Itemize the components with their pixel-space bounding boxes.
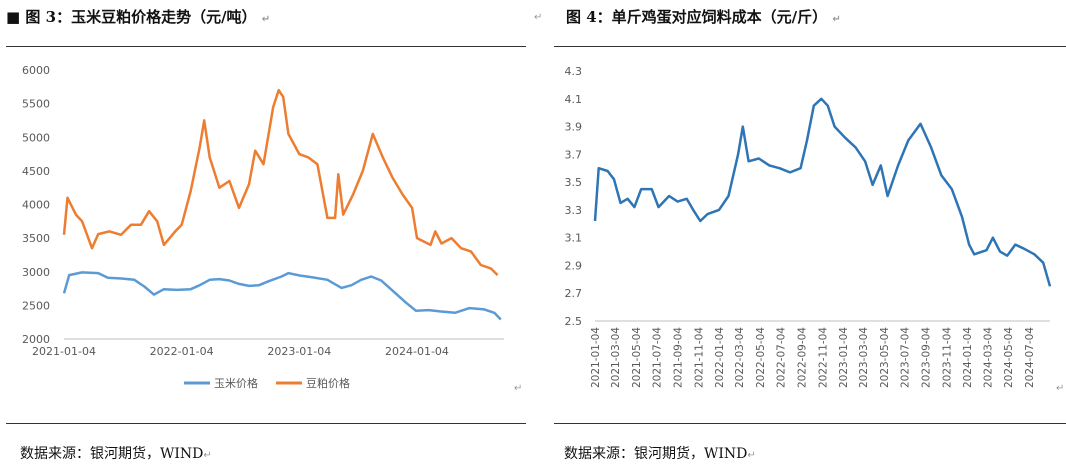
x-tick-label: 2022-01-04 (150, 345, 214, 358)
x-tick-label: 2022-05-04 (755, 327, 767, 388)
series-line (62, 88, 499, 276)
series-line (593, 97, 1052, 287)
x-tick-label: 2021-11-04 (693, 327, 705, 388)
x-tick-label: 2023-07-04 (900, 327, 912, 388)
paragraph-mark-icon: ↵ (747, 450, 756, 461)
y-tick-label: 4000 (22, 199, 50, 212)
x-tick-label: 2021-03-04 (610, 327, 622, 388)
x-tick-label: 2022-09-04 (797, 327, 809, 388)
paragraph-mark-icon: ↵ (1056, 383, 1065, 394)
y-tick-label: 2500 (22, 299, 50, 312)
right-chart-title: 图 4：单斤鸡蛋对应饲料成本（元/斤） ↵ (566, 6, 841, 27)
y-tick-label: 2000 (22, 333, 50, 346)
paragraph-mark-icon: ↵ (534, 12, 543, 23)
x-tick-label: 2022-03-04 (734, 327, 746, 388)
y-tick-label: 3.3 (565, 204, 583, 217)
x-tick-label: 2021-01-04 (590, 327, 602, 388)
y-tick-label: 3.9 (565, 121, 583, 134)
legend-label: 玉米价格 (214, 376, 258, 390)
left-source-note: 数据来源：银河期货，WIND↵ (20, 443, 212, 463)
y-tick-label: 5500 (22, 98, 50, 111)
x-tick-label: 2023-01-04 (838, 327, 850, 388)
x-tick-label: 2024-01-04 (385, 345, 449, 358)
x-tick-label: 2024-05-04 (1003, 327, 1015, 388)
x-tick-label: 2023-09-04 (921, 327, 933, 388)
x-tick-label: 2023-11-04 (941, 327, 953, 388)
y-tick-label: 4.3 (565, 65, 583, 78)
x-tick-label: 2024-03-04 (982, 327, 994, 388)
y-tick-label: 4500 (22, 165, 50, 178)
paragraph-mark-icon: ↵ (203, 450, 212, 461)
y-tick-label: 2.7 (565, 287, 583, 300)
left-chart-title: ■ 图 3：玉米豆粕价格走势（元/吨） ↵ (6, 6, 270, 27)
left-chart-title-text: 图 3：玉米豆粕价格走势（元/吨） (25, 8, 257, 26)
egg-feed-cost-chart: 2.5 2.7 2.9 3.1 3.3 3.5 3.7 3.9 4.1 4.3 2021-01-0… (565, 65, 1052, 388)
y-tick-label: 6000 (22, 64, 50, 77)
right-chart-panel: ↵ 图 4：单斤鸡蛋对应饲料成本（元/斤） ↵ 2.5 2.7 2.9 3.1 3.3 3… (534, 0, 1066, 469)
title-rule (6, 46, 526, 47)
x-tick-label: 2021-07-04 (652, 327, 664, 388)
y-tick-label: 4.1 (565, 93, 583, 106)
paragraph-mark-icon: ↵ (832, 14, 841, 25)
x-tick-label: 2024-01-04 (962, 327, 974, 388)
y-tick-label: 3000 (22, 266, 50, 279)
x-tick-label: 2021-01-04 (32, 345, 96, 358)
corn-soymeal-price-chart: 2000 2500 3000 3500 4000 4500 5000 5500 6000 202… (22, 64, 504, 390)
paragraph-mark-icon: ↵ (261, 14, 271, 25)
y-tick-label: 3.7 (565, 148, 583, 161)
y-tick-label: 5000 (22, 131, 50, 144)
source-rule (554, 423, 1066, 424)
x-tick-label: 2022-11-04 (817, 327, 829, 388)
title-bullet: ■ (6, 8, 21, 26)
source-rule (6, 423, 526, 424)
source-text: 数据来源：银河期货，WIND (20, 446, 204, 462)
series-line (62, 271, 502, 321)
x-tick-label: 2022-07-04 (776, 327, 788, 388)
source-text: 数据来源：银河期货，WIND (564, 446, 748, 462)
y-tick-label: 2.9 (565, 259, 583, 272)
y-tick-label: 3.1 (565, 232, 583, 245)
x-tick-label: 2023-03-04 (858, 327, 870, 388)
y-tick-label: 3500 (22, 232, 50, 245)
y-tick-label: 2.5 (565, 315, 583, 328)
legend-label: 豆粕价格 (306, 376, 350, 390)
title-rule (554, 46, 1066, 47)
y-tick-label: 3.5 (565, 176, 583, 189)
paragraph-mark-icon: ↵ (514, 383, 523, 394)
x-tick-label: 2024-07-04 (1024, 327, 1036, 388)
left-chart-panel: ■ 图 3：玉米豆粕价格走势（元/吨） ↵ 2000 2500 3000 3500 40… (6, 6, 526, 463)
x-tick-label: 2023-01-04 (267, 345, 331, 358)
right-source-note: 数据来源：银河期货，WIND↵ (564, 443, 756, 463)
x-tick-label: 2021-05-04 (631, 327, 643, 388)
x-tick-label: 2023-05-04 (879, 327, 891, 388)
x-tick-label: 2022-01-04 (714, 327, 726, 388)
x-tick-label: 2021-09-04 (673, 327, 685, 388)
right-chart-title-text: 图 4：单斤鸡蛋对应饲料成本（元/斤） (566, 8, 828, 26)
